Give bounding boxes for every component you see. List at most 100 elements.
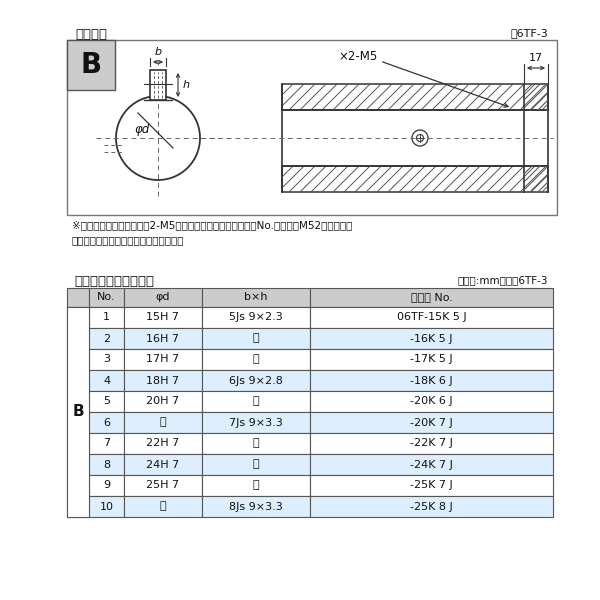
Bar	[67, 40, 115, 90]
Bar	[67, 475, 89, 496]
Circle shape	[116, 96, 200, 180]
Text: 〃: 〃	[253, 334, 259, 343]
Bar	[124, 288, 202, 307]
Bar	[202, 391, 310, 412]
Bar	[202, 328, 310, 349]
Bar	[310, 328, 553, 349]
Text: -25K 7 J: -25K 7 J	[410, 481, 453, 491]
Bar	[67, 433, 89, 454]
Text: コード No.: コード No.	[410, 292, 452, 302]
Bar	[89, 349, 124, 370]
Text: 5: 5	[103, 397, 110, 407]
Text: 06TF-15K 5 J: 06TF-15K 5 J	[397, 313, 466, 323]
Bar	[67, 349, 89, 370]
Bar	[89, 496, 124, 517]
Text: 10: 10	[100, 502, 113, 511]
Bar	[202, 307, 310, 328]
Text: 24H 7: 24H 7	[146, 460, 179, 469]
Bar	[202, 349, 310, 370]
Bar	[124, 454, 202, 475]
Text: 囶6TF-3: 囶6TF-3	[510, 28, 548, 38]
Bar	[89, 454, 124, 475]
Bar	[310, 475, 553, 496]
Bar	[310, 307, 553, 328]
Bar	[67, 307, 89, 328]
Bar	[202, 496, 310, 517]
Text: 16H 7: 16H 7	[146, 334, 179, 343]
Text: h: h	[183, 80, 190, 90]
Text: 7: 7	[103, 439, 110, 449]
Text: 〃: 〃	[253, 355, 259, 364]
Bar	[310, 454, 553, 475]
Bar	[310, 496, 553, 517]
Text: -24K 7 J: -24K 7 J	[410, 460, 453, 469]
Text: 15H 7: 15H 7	[146, 313, 179, 323]
Text: 4: 4	[103, 376, 110, 385]
Text: 軸穴形状コード一覧表: 軸穴形状コード一覧表	[74, 275, 154, 288]
Text: 20H 7: 20H 7	[146, 397, 179, 407]
Text: No.: No.	[97, 292, 116, 302]
Bar	[124, 433, 202, 454]
Bar	[202, 433, 310, 454]
Text: 〃: 〃	[253, 460, 259, 469]
Text: 25H 7: 25H 7	[146, 481, 179, 491]
Text: 1: 1	[103, 313, 110, 323]
Bar	[202, 412, 310, 433]
Bar	[67, 40, 557, 215]
Text: 17H 7: 17H 7	[146, 355, 179, 364]
Bar	[124, 328, 202, 349]
Bar	[310, 349, 553, 370]
Bar	[89, 328, 124, 349]
Text: -20K 6 J: -20K 6 J	[410, 397, 453, 407]
Text: 22H 7: 22H 7	[146, 439, 179, 449]
Text: 6: 6	[103, 418, 110, 427]
Text: -17K 5 J: -17K 5 J	[410, 355, 453, 364]
Bar	[124, 370, 202, 391]
Text: φd: φd	[156, 292, 170, 302]
Text: B: B	[72, 404, 84, 419]
Text: 6Js 9×2.8: 6Js 9×2.8	[229, 376, 283, 385]
Text: 〃: 〃	[253, 481, 259, 491]
Text: 18H 7: 18H 7	[146, 376, 179, 385]
Bar	[67, 391, 89, 412]
Bar	[67, 370, 89, 391]
Bar	[67, 328, 89, 349]
Text: ×2-M5: ×2-M5	[338, 49, 377, 62]
Text: -22K 7 J: -22K 7 J	[410, 439, 453, 449]
Text: 軸穴形状: 軸穴形状	[75, 28, 107, 41]
Text: （セットボルトは付属されています。）: （セットボルトは付属されています。）	[72, 235, 185, 245]
Bar	[124, 307, 202, 328]
Bar	[310, 412, 553, 433]
Text: b×h: b×h	[244, 292, 268, 302]
Text: 9: 9	[103, 481, 110, 491]
Bar	[310, 370, 553, 391]
Text: 3: 3	[103, 355, 110, 364]
Bar	[89, 288, 124, 307]
Bar	[202, 370, 310, 391]
Bar	[89, 412, 124, 433]
Text: 〃: 〃	[160, 502, 166, 511]
Text: b: b	[154, 47, 161, 57]
Text: 17: 17	[529, 53, 543, 63]
Bar	[310, 433, 553, 454]
Bar	[89, 370, 124, 391]
Text: B: B	[80, 51, 101, 79]
Bar	[124, 391, 202, 412]
Bar	[282, 84, 548, 110]
Text: -20K 7 J: -20K 7 J	[410, 418, 453, 427]
Text: -18K 6 J: -18K 6 J	[410, 376, 453, 385]
Bar	[124, 496, 202, 517]
Text: 8: 8	[103, 460, 110, 469]
Bar	[67, 288, 89, 307]
Bar	[310, 391, 553, 412]
Bar	[124, 349, 202, 370]
Bar	[67, 496, 89, 517]
Text: （単位:mm）　表6TF-3: （単位:mm） 表6TF-3	[458, 275, 548, 285]
Text: 2: 2	[103, 334, 110, 343]
Text: -25K 8 J: -25K 8 J	[410, 502, 453, 511]
Bar	[124, 412, 202, 433]
Text: 〃: 〃	[253, 439, 259, 449]
Text: 8Js 9×3.3: 8Js 9×3.3	[229, 502, 283, 511]
Bar	[89, 391, 124, 412]
Text: φd: φd	[135, 124, 150, 136]
